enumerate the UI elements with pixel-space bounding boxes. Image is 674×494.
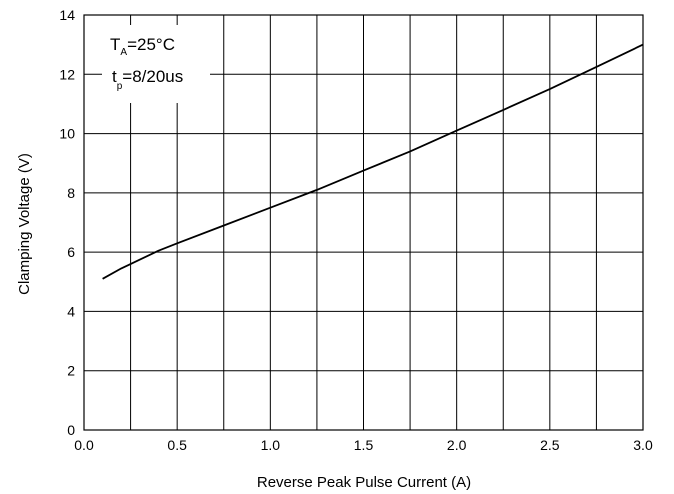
x-tick-label: 0.0 — [74, 437, 94, 453]
y-tick-label: 2 — [67, 363, 75, 379]
y-tick-label: 8 — [67, 185, 75, 201]
x-tick-label: 2.5 — [540, 437, 560, 453]
y-tick-labels: 0 2 4 6 8 10 12 14 — [59, 7, 75, 438]
x-tick-label: 1.0 — [261, 437, 281, 453]
x-tick-label: 2.0 — [447, 437, 467, 453]
x-tick-labels: 0.0 0.5 1.0 1.5 2.0 2.5 3.0 — [74, 437, 653, 453]
y-axis-title: Clamping Voltage (V) — [16, 153, 33, 295]
conditions-annotation: TA=25°C tp=8/20us — [102, 25, 210, 103]
y-tick-label: 4 — [67, 303, 75, 319]
y-tick-label: 0 — [67, 422, 75, 438]
y-tick-label: 12 — [59, 66, 75, 82]
y-tick-label: 10 — [59, 126, 75, 142]
x-tick-label: 3.0 — [633, 437, 653, 453]
x-tick-label: 0.5 — [167, 437, 187, 453]
y-tick-label: 14 — [59, 7, 75, 23]
y-tick-label: 6 — [67, 244, 75, 260]
x-tick-label: 1.5 — [354, 437, 374, 453]
x-axis-title: Reverse Peak Pulse Current (A) — [257, 474, 471, 491]
